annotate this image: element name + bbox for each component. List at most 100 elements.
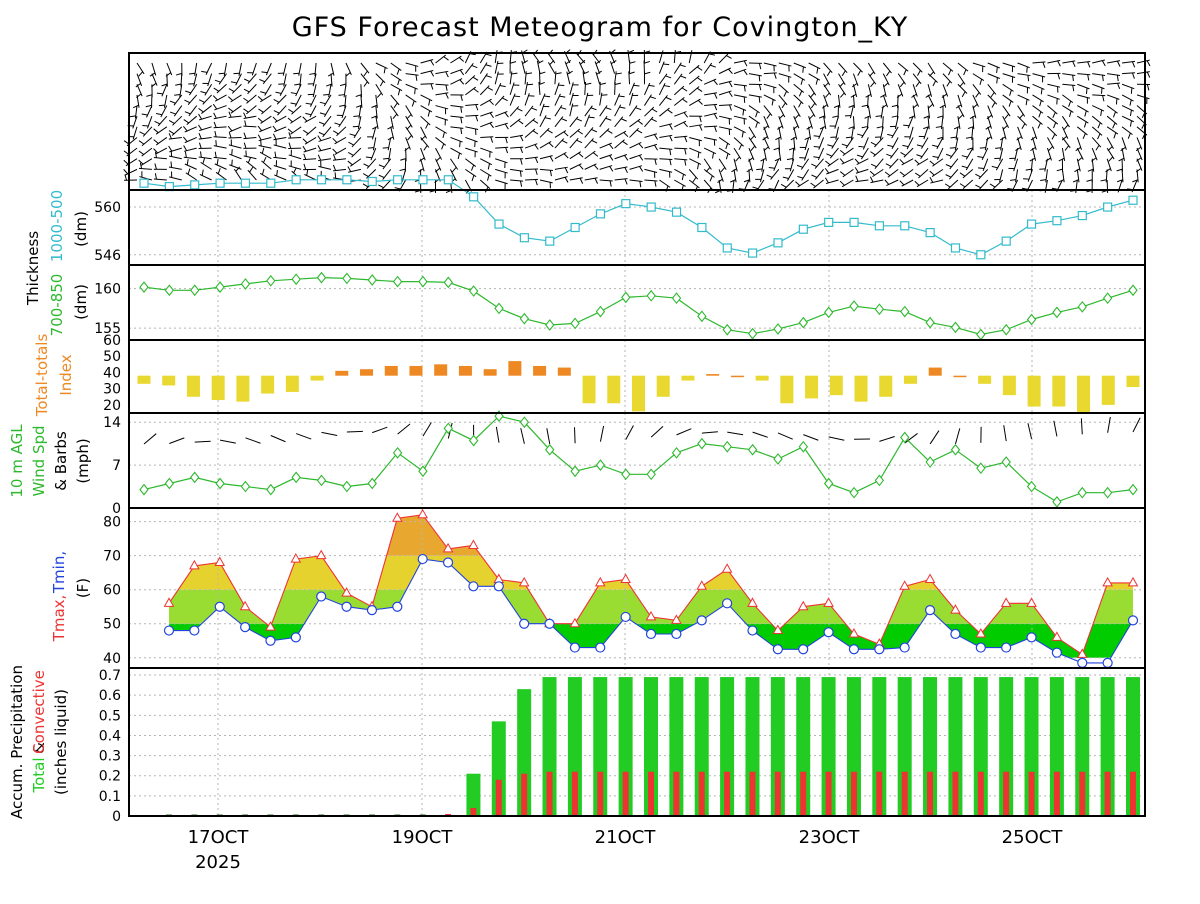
wind-barb	[615, 82, 616, 95]
thickness-label: Thickness	[24, 231, 42, 306]
total-totals-bar	[533, 366, 546, 376]
thickness-1000-500-point	[749, 249, 757, 257]
wind-barb-flag	[871, 164, 876, 166]
wind-barb-flag	[715, 126, 717, 132]
total-totals-bar	[904, 376, 917, 384]
wind-barb-flag	[547, 130, 552, 133]
wind-barb	[704, 63, 712, 74]
wind-barb-flag	[1096, 145, 1099, 150]
wind-barb	[585, 115, 590, 127]
wind-barb-flag	[609, 144, 613, 149]
tmin-point	[951, 629, 960, 638]
wind-barb	[540, 104, 544, 116]
tmin-point	[266, 636, 275, 645]
tmin-point	[520, 619, 529, 628]
tmin-point	[393, 602, 402, 611]
wind-barb-flag	[199, 143, 201, 149]
wind-barb	[764, 84, 777, 88]
thickness-1000-500-point	[419, 176, 427, 184]
wind-barb	[421, 137, 429, 147]
wind-barb	[555, 152, 566, 158]
wind-barb-flag	[276, 92, 282, 93]
wind-barb	[450, 56, 461, 63]
wind-barb-flag	[840, 150, 845, 154]
wind-barb-flag	[243, 109, 248, 112]
wind-barb-flag	[521, 159, 523, 165]
wind-barb-flag	[263, 157, 266, 162]
wind-barb	[794, 74, 805, 81]
wind-barb-flag	[1103, 95, 1104, 101]
wind-barb-flag	[585, 83, 591, 84]
wind-barb-flag	[606, 118, 612, 120]
wind-barb	[200, 174, 212, 180]
precip-convective-bar	[1054, 772, 1060, 816]
wind-barb	[689, 65, 699, 73]
wind-barb-flag	[774, 73, 776, 79]
wind-barb-flag	[1117, 169, 1123, 171]
wind-barb-flag	[512, 73, 518, 74]
wind-barb	[406, 63, 419, 66]
y-tick-label: 0.7	[99, 668, 121, 684]
wind-barb-flag	[1040, 180, 1046, 181]
wind-barb	[540, 128, 549, 137]
wind-barb-flag	[333, 149, 337, 153]
thickness-1000-500-point	[774, 239, 782, 247]
wind-barb	[570, 117, 578, 127]
wind-barb-flag	[870, 152, 875, 155]
tmax-point	[1002, 598, 1011, 606]
wind-barb-flag	[811, 183, 816, 187]
precip-convective-bar	[572, 772, 578, 816]
wind-barb-flag	[616, 73, 622, 74]
wind-barb-flag	[739, 144, 742, 149]
wind-barb	[1122, 95, 1133, 101]
wind-barb	[1062, 95, 1072, 103]
wind-barb	[263, 74, 271, 84]
wind-barb	[615, 117, 623, 127]
tmin-point	[1129, 616, 1138, 625]
wind-barb	[206, 63, 212, 75]
tmin-point	[647, 629, 656, 638]
surface-wind-barb	[496, 427, 499, 443]
wind-barb-flag	[549, 143, 553, 147]
wind-barb-flag	[473, 77, 478, 80]
thickness-1000-500-point	[799, 225, 807, 233]
wind-barb-flag	[307, 170, 308, 176]
wind-barb-flag	[1073, 85, 1074, 91]
wind-barb	[295, 95, 301, 107]
wind-barb	[674, 86, 684, 95]
wind-barb	[913, 63, 922, 72]
wind-barb-flag	[887, 145, 893, 146]
wind-barb	[1092, 74, 1105, 76]
wind-barb-flag	[446, 72, 449, 77]
wind-barb	[863, 137, 868, 149]
wind-barb-flag	[670, 149, 671, 155]
wind-barb	[794, 63, 806, 68]
thickness-700-850-point	[419, 277, 427, 287]
wind-barb	[734, 84, 747, 86]
thickness-700-850-point	[850, 301, 858, 311]
wind-barb	[937, 148, 943, 160]
wind-barb-flag	[261, 72, 267, 73]
wind-barb	[779, 95, 787, 105]
wind-barb-flag	[665, 76, 671, 78]
wind-barb-flag	[213, 104, 216, 109]
wind-barb-flag	[228, 126, 232, 131]
wind-barb	[830, 148, 838, 158]
wind-barb-flag	[169, 120, 174, 123]
wind-barb-flag	[250, 167, 253, 172]
thickness-700-850-point	[926, 318, 934, 328]
wind-barb-flag	[580, 178, 583, 183]
wind-barb	[510, 106, 519, 116]
thickness-1000-500-point	[267, 179, 275, 187]
wind-barb	[382, 180, 391, 190]
wind-barb-flag	[124, 169, 128, 174]
wind-barb-flag	[655, 159, 656, 165]
wind-barb-flag	[429, 100, 430, 106]
wind-barb	[324, 95, 331, 106]
wind-barb	[734, 127, 746, 133]
wind-barb-flag	[187, 159, 188, 165]
wind-barb-flag	[1009, 101, 1011, 107]
wind-barb-flag	[1147, 85, 1148, 91]
total-totals-bar	[706, 374, 719, 376]
wind-barb-flag	[814, 136, 820, 137]
